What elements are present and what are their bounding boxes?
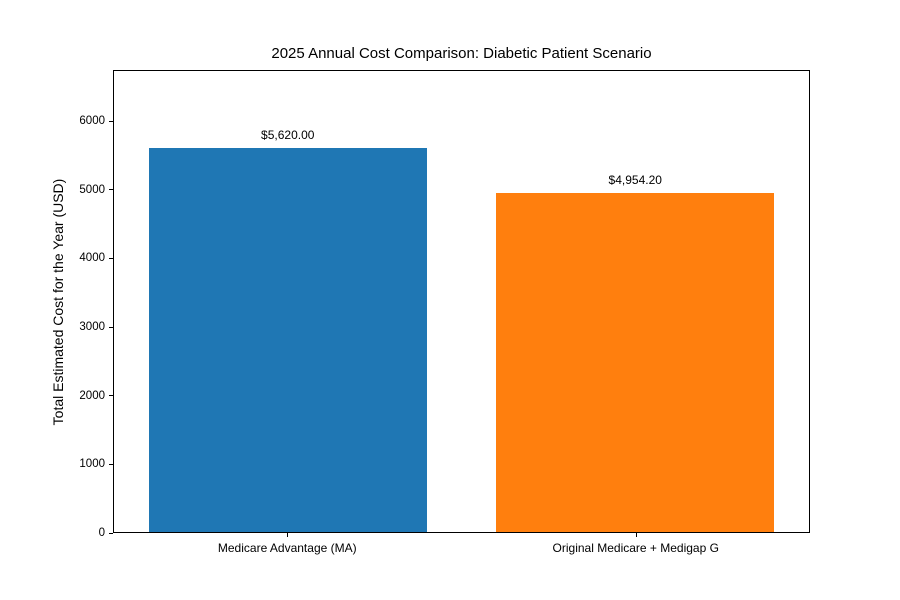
x-tick-label-1: Original Medicare + Medigap G	[552, 541, 719, 555]
bar-0	[148, 147, 427, 532]
y-tick-mark	[109, 463, 113, 465]
x-tick-mark	[287, 533, 289, 537]
y-tick-label: 3000	[79, 321, 105, 334]
y-tick-mark	[109, 257, 113, 259]
y-tick-mark	[109, 120, 113, 122]
y-tick-label: 5000	[79, 183, 105, 196]
y-tick-label: 4000	[79, 252, 105, 265]
y-tick-mark	[109, 395, 113, 397]
bar-value-label-0: $5,620.00	[261, 127, 315, 142]
y-axis: 0 1000 2000 3000 4000 5000 6000	[0, 70, 105, 539]
x-tick-mark	[635, 533, 637, 537]
bar-value-label-1: $4,954.20	[608, 173, 662, 188]
x-axis: Medicare Advantage (MA) Original Medicare…	[113, 533, 810, 578]
y-tick-mark	[109, 326, 113, 328]
y-tick-mark	[109, 532, 113, 534]
bar-1	[496, 193, 775, 532]
x-tick-label-0: Medicare Advantage (MA)	[217, 541, 357, 555]
y-tick-label: 2000	[79, 389, 105, 402]
y-tick-label: 6000	[79, 115, 105, 128]
y-tick-label: 0	[98, 527, 105, 539]
y-tick-label: 1000	[79, 458, 105, 471]
chart-title: 2025 Annual Cost Comparison: Diabetic Pa…	[271, 45, 652, 62]
y-tick-mark	[109, 189, 113, 191]
plot-area: $5,620.00 $4,954.20	[113, 70, 810, 533]
